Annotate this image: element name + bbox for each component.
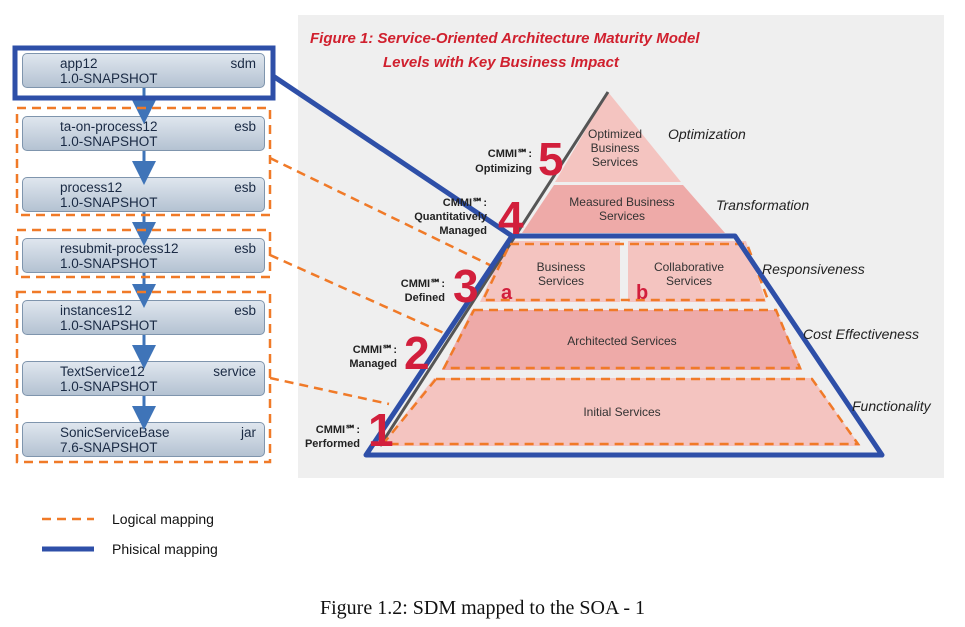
level-2-shape	[442, 310, 802, 370]
cmmi-level-name: Optimizing	[475, 163, 532, 175]
level-number: 2	[404, 327, 430, 379]
legend-logical-label: Logical mapping	[112, 511, 214, 527]
module-version: 1.0-SNAPSHOT	[60, 71, 158, 86]
level-5-service: Services	[592, 155, 638, 169]
level-number: 5	[538, 133, 564, 185]
cmmi-level-name: Quantitatively	[414, 211, 488, 223]
level-5-shape	[555, 92, 681, 182]
cmmi-level-name: Defined	[405, 292, 445, 304]
impact-label: Cost Effectiveness	[803, 326, 919, 342]
module-name: process12	[60, 180, 123, 195]
level-number: 4	[498, 192, 524, 244]
cmmi-level-name: Managed	[439, 225, 487, 237]
level-number: 1	[368, 404, 394, 456]
logical-connector	[269, 156, 499, 271]
level-5-service: Optimized	[588, 127, 642, 141]
logical-connector	[269, 376, 390, 406]
module-version: 1.0-SNAPSHOT	[60, 195, 158, 210]
figure-title-line1: Figure 1: Service-Oriented Architecture …	[310, 30, 700, 47]
level-2-service: Architected Services	[567, 334, 676, 348]
level-3b-shape	[628, 241, 766, 302]
module-type: esb	[234, 303, 256, 318]
physical-region	[363, 233, 885, 458]
level-3a-letter: a	[501, 282, 513, 304]
pyramid-edge	[378, 91, 610, 447]
level-3b-service: Services	[666, 274, 712, 288]
impact-label: Functionality	[852, 398, 932, 414]
cmmi-label: CMMI℠:	[353, 344, 397, 356]
module-version: 7.6-SNAPSHOT	[60, 440, 158, 455]
cmmi-label: CMMI℠:	[401, 278, 445, 290]
physical-mapping-lines	[12, 45, 885, 458]
module-version: 1.0-SNAPSHOT	[60, 379, 158, 394]
cmmi-level-name: Managed	[349, 358, 397, 370]
module-type: esb	[234, 119, 256, 134]
cmmi-level-name: Performed	[305, 438, 360, 450]
cmmi-label: CMMI℠:	[443, 197, 487, 209]
figure-caption: Figure 1.2: SDM mapped to the SOA - 1	[320, 597, 645, 619]
module-type: sdm	[230, 56, 256, 71]
figure-title-line2: Levels with Key Business Impact	[383, 54, 620, 71]
logical-region-level-2	[441, 308, 802, 370]
logical-region-level-3	[481, 242, 770, 302]
module-name: TextService12	[60, 364, 145, 379]
module-name: instances12	[60, 303, 133, 318]
logical-connector	[269, 253, 447, 336]
module-version: 1.0-SNAPSHOT	[60, 318, 158, 333]
module-type: jar	[240, 425, 256, 440]
level-4-shape	[522, 185, 725, 233]
physical-connector	[271, 73, 514, 239]
level-4-service: Services	[599, 209, 645, 223]
impact-label: Responsiveness	[762, 261, 865, 277]
level-5-service: Business	[591, 141, 640, 155]
level-3a-service: Business	[537, 260, 586, 274]
level-3b-service: Collaborative	[654, 260, 724, 274]
logical-mapping-lines	[15, 106, 861, 464]
module-version: 1.0-SNAPSHOT	[60, 256, 158, 271]
cmmi-label: CMMI℠:	[488, 148, 532, 160]
module-type: esb	[234, 180, 256, 195]
level-1-shape	[380, 378, 860, 446]
logical-group-box	[15, 290, 272, 464]
level-1-service: Initial Services	[583, 405, 660, 419]
module-box-app12: app12 1.0-SNAPSHOT sdm	[22, 53, 265, 88]
module-version: 1.0-SNAPSHOT	[60, 134, 158, 149]
impact-label: Transformation	[716, 197, 809, 213]
level-3a-shape	[480, 241, 620, 302]
logical-group-box	[15, 228, 272, 279]
cmmi-label: CMMI℠:	[316, 424, 360, 436]
level-3a-service: Services	[538, 274, 584, 288]
legend-physical-label: Phisical mapping	[112, 541, 218, 557]
module-name: app12	[60, 56, 98, 71]
module-type: service	[213, 364, 256, 379]
logical-region-level-1	[380, 377, 861, 446]
module-box: instances12 1.0-SNAPSHOT esb	[22, 300, 265, 335]
level-4-service: Measured Business	[569, 195, 674, 209]
module-type: esb	[234, 241, 256, 256]
impact-label: Optimization	[668, 126, 746, 142]
logical-group-box	[15, 106, 272, 217]
module-box: TextService12 1.0-SNAPSHOT service	[22, 361, 265, 396]
level-number: 3	[453, 260, 479, 312]
level-3b-letter: b	[636, 282, 648, 304]
physical-group-box	[12, 45, 276, 101]
